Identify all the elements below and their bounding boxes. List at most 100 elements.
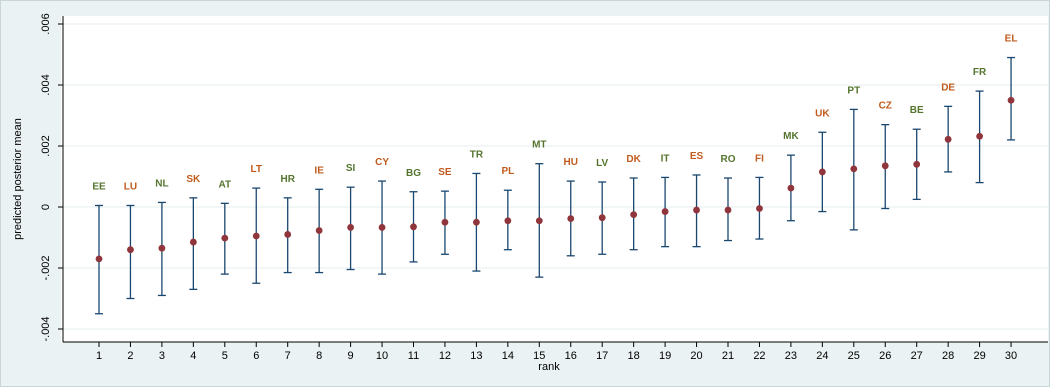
country-labels: EE LU NL SK AT LT HR IE SI CY BG SE TR PL MT HU LV DK IT ES…	[92, 34, 1017, 193]
posterior-mean-marker	[976, 132, 983, 140]
x-tick-label: 1	[96, 350, 102, 362]
country-label: MT	[532, 140, 546, 151]
x-tick-label: 23	[785, 350, 797, 362]
x-tick-label: 16	[565, 350, 577, 362]
x-tick-label: 6	[253, 350, 259, 362]
country-label: LV	[596, 158, 608, 169]
x-tick-label: 10	[376, 350, 388, 362]
country-label: DK	[626, 154, 641, 165]
country-label: NL	[155, 178, 168, 189]
markers	[95, 96, 1015, 263]
x-tick-label: 9	[348, 350, 354, 362]
country-label: UK	[815, 108, 830, 119]
x-tick-label: 15	[533, 350, 545, 362]
posterior-mean-marker	[567, 215, 575, 222]
posterior-mean-marker	[252, 232, 260, 240]
posterior-mean-marker	[347, 224, 354, 231]
posterior-mean-marker	[284, 231, 292, 238]
posterior-mean-marker	[756, 205, 763, 212]
country-label: BE	[910, 105, 924, 116]
country-label: LT	[251, 164, 262, 175]
posterior-mean-marker	[693, 206, 700, 214]
posterior-mean-marker	[1007, 96, 1015, 104]
country-label: ES	[690, 151, 704, 162]
posterior-mean-marker	[441, 218, 449, 226]
x-tick-label: 28	[942, 350, 954, 362]
country-label: SI	[346, 163, 356, 174]
country-label: IT	[661, 153, 670, 164]
country-label: MK	[783, 131, 799, 142]
country-label: CY	[375, 157, 389, 168]
posterior-mean-marker	[504, 217, 512, 225]
posterior-mean-marker	[535, 217, 543, 225]
posterior-mean-marker	[315, 227, 323, 234]
country-label: HU	[564, 157, 578, 168]
x-tick-label: 21	[722, 350, 734, 362]
country-label: IE	[314, 165, 324, 176]
y-tick-label: .006	[40, 13, 52, 34]
country-label: PL	[501, 166, 514, 177]
country-label: SE	[438, 167, 452, 178]
y-tick-label: 0	[40, 204, 52, 210]
x-tick-label: 20	[690, 350, 702, 362]
country-label: TR	[470, 149, 484, 160]
posterior-mean-marker	[630, 211, 638, 219]
posterior-mean-marker	[661, 208, 669, 215]
country-label: LU	[124, 181, 137, 192]
posterior-mean-marker	[818, 168, 826, 176]
x-tick-label: 18	[628, 350, 640, 362]
country-label: EE	[92, 181, 106, 192]
posterior-mean-marker	[95, 255, 103, 263]
x-tick-label: 30	[1005, 350, 1017, 362]
posterior-mean-marker	[127, 246, 134, 254]
country-label: RO	[721, 154, 736, 165]
x-tick-label: 11	[408, 350, 419, 362]
posterior-mean-marker	[787, 184, 795, 192]
x-axis-label: rank	[538, 361, 560, 373]
posterior-mean-marker	[189, 238, 197, 246]
x-tick-label: 5	[222, 350, 228, 362]
posterior-mean-marker	[378, 224, 386, 231]
gridlines	[63, 23, 1048, 330]
country-label: HR	[280, 174, 295, 185]
y-axis-label: predicted posterior mean	[12, 118, 24, 240]
posterior-mean-marker	[221, 234, 229, 242]
x-tick-label: 24	[816, 350, 828, 362]
country-label: PT	[847, 85, 860, 96]
x-tick-label: 7	[285, 350, 291, 362]
country-label: BG	[406, 168, 421, 179]
x-tick-label: 26	[879, 350, 891, 362]
x-tick-label: 29	[973, 350, 985, 362]
posterior-mean-marker	[944, 135, 952, 143]
posterior-mean-marker	[724, 206, 732, 214]
country-label: DE	[941, 82, 955, 93]
x-tick-label: 2	[127, 350, 133, 362]
posterior-mean-marker	[473, 218, 480, 226]
posterior-mean-marker	[158, 244, 166, 252]
posterior-mean-marker	[913, 160, 921, 168]
x-tick-label: 22	[753, 350, 765, 362]
country-label: FI	[755, 153, 764, 164]
x-tick-label: 19	[659, 350, 671, 362]
x-tick-label: 3	[159, 350, 165, 362]
country-label: EL	[1005, 34, 1018, 45]
x-tick-label: 17	[596, 350, 608, 362]
y-tick-label: .004	[40, 74, 52, 95]
x-tick-label: 12	[439, 350, 451, 362]
country-label: SK	[186, 174, 201, 185]
posterior-mean-marker	[881, 162, 889, 170]
country-label: CZ	[879, 101, 892, 112]
x-tick-label: 27	[911, 350, 923, 362]
x-tick-label: 8	[316, 350, 322, 362]
plot-area	[61, 16, 1048, 342]
posterior-mean-marker	[598, 214, 606, 222]
posterior-mean-marker	[850, 165, 858, 173]
x-tick-label: 13	[470, 350, 482, 362]
y-tick-label: -.002	[40, 255, 52, 280]
x-tick-label: 25	[848, 350, 860, 362]
country-label: FR	[973, 67, 987, 78]
y-tick-label: .002	[40, 135, 52, 156]
